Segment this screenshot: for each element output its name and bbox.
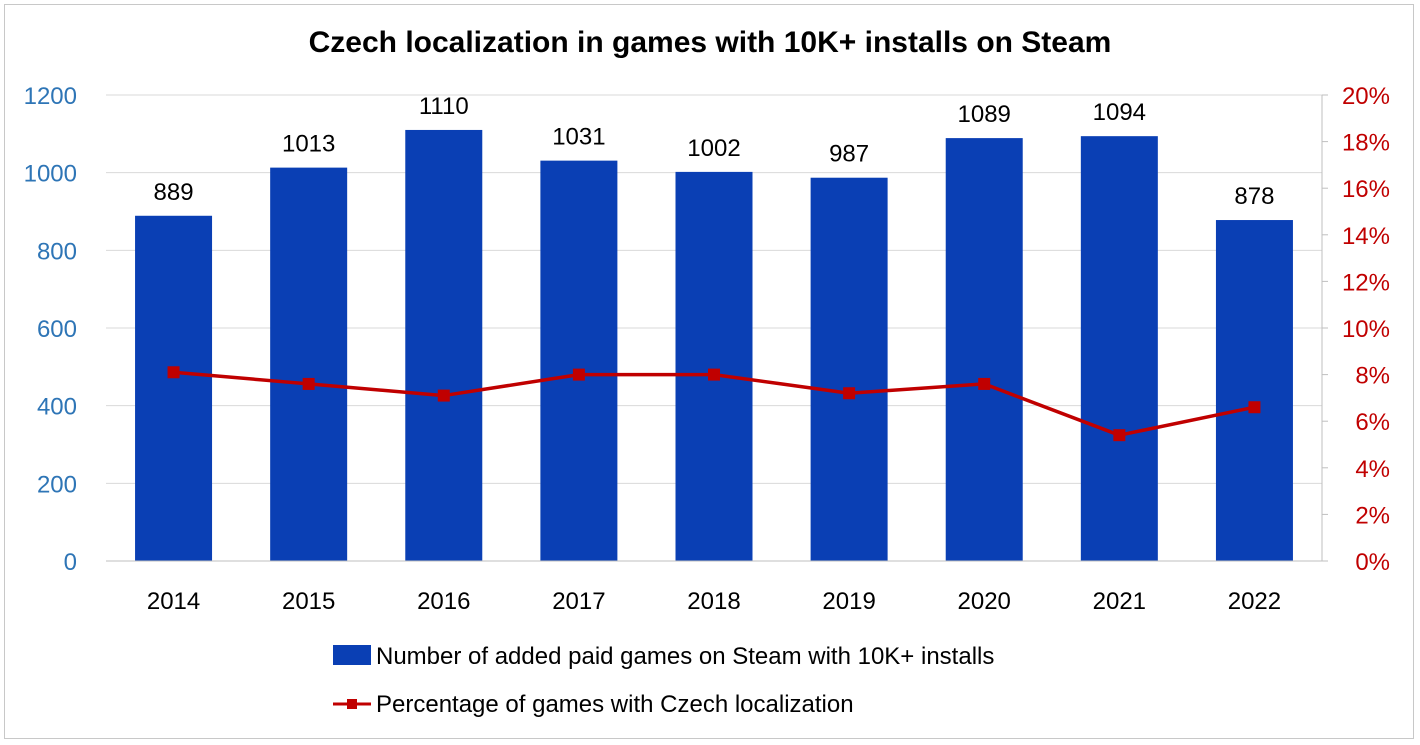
legend-line-label: Percentage of games with Czech localizat… — [376, 691, 854, 718]
bar-2019 — [810, 177, 888, 561]
bar-2018 — [675, 171, 753, 561]
legend-bar-swatch — [333, 645, 371, 665]
line-point-2020 — [978, 377, 991, 390]
line-point-2022 — [1248, 401, 1261, 414]
left-tick-label: 1200 — [24, 83, 77, 110]
legend: Number of added paid games on Steam with… — [333, 643, 994, 718]
x-tick-label: 2020 — [958, 588, 1011, 615]
line-point-2019 — [843, 387, 856, 400]
right-tick-label: 20% — [1342, 83, 1390, 110]
bar-value-label: 1110 — [419, 93, 469, 120]
line-point-2021 — [1113, 429, 1126, 442]
left-tick-label: 800 — [37, 238, 77, 265]
right-tick-label: 12% — [1342, 269, 1390, 296]
line-point-2015 — [302, 377, 315, 390]
left-axis: 0 200 400 600 800 1000 1200 — [24, 83, 77, 576]
bar-value-label: 1013 — [282, 131, 335, 158]
right-tick-label: 14% — [1342, 223, 1390, 250]
bar-value-label: 1089 — [958, 101, 1011, 128]
left-tick-label: 600 — [37, 316, 77, 343]
x-tick-label: 2021 — [1093, 588, 1146, 615]
line-point-2016 — [437, 389, 450, 402]
left-tick-label: 1000 — [24, 161, 77, 188]
line-point-2014 — [167, 366, 180, 379]
bar-value-label: 1002 — [687, 135, 740, 162]
line-series — [167, 366, 1261, 442]
x-tick-label: 2016 — [417, 588, 470, 615]
bar-value-label: 987 — [829, 141, 869, 168]
right-tick-label: 10% — [1342, 316, 1390, 343]
bar-value-label: 1031 — [552, 124, 605, 151]
x-axis: 2014 2015 2016 2017 2018 2019 2020 2021 2022 — [106, 560, 1322, 615]
right-axis: 0% 2% 4% 6% 8% 10% 12% 14% 16% 18% 20% — [1321, 83, 1390, 576]
bar-2020 — [945, 138, 1023, 562]
right-tick-label: 8% — [1355, 363, 1390, 390]
bar-2015 — [270, 167, 348, 561]
bar-data-labels: 889 1013 1110 1031 1002 987 1089 1094 878 — [154, 93, 1275, 210]
bar-series — [135, 129, 1293, 562]
x-tick-label: 2014 — [147, 588, 200, 615]
right-tick-label: 4% — [1355, 456, 1390, 483]
x-tick-label: 2017 — [552, 588, 605, 615]
bar-2014 — [135, 215, 213, 561]
right-tick-label: 0% — [1355, 549, 1390, 576]
left-tick-label: 400 — [37, 394, 77, 421]
legend-line-marker — [347, 699, 357, 709]
bar-value-label: 1094 — [1093, 99, 1146, 126]
bar-2017 — [540, 160, 618, 561]
chart-title: Czech localization in games with 10K+ in… — [309, 26, 1112, 59]
right-tick-label: 16% — [1342, 176, 1390, 203]
right-tick-label: 18% — [1342, 130, 1390, 157]
right-tick-label: 6% — [1355, 409, 1390, 436]
bar-2022 — [1215, 220, 1293, 561]
x-tick-label: 2019 — [822, 588, 875, 615]
bar-2021 — [1080, 136, 1158, 561]
x-tick-label: 2022 — [1228, 588, 1281, 615]
left-tick-label: 200 — [37, 471, 77, 498]
legend-bar-label: Number of added paid games on Steam with… — [376, 643, 994, 670]
left-tick-label: 0 — [64, 549, 77, 576]
x-tick-label: 2015 — [282, 588, 335, 615]
line-point-2018 — [708, 368, 720, 381]
bar-value-label: 878 — [1234, 183, 1274, 210]
bar-value-label: 889 — [154, 179, 194, 206]
x-tick-label: 2018 — [687, 588, 740, 615]
bar-2016 — [405, 129, 483, 561]
line-point-2017 — [572, 368, 585, 381]
right-tick-label: 2% — [1355, 502, 1390, 529]
